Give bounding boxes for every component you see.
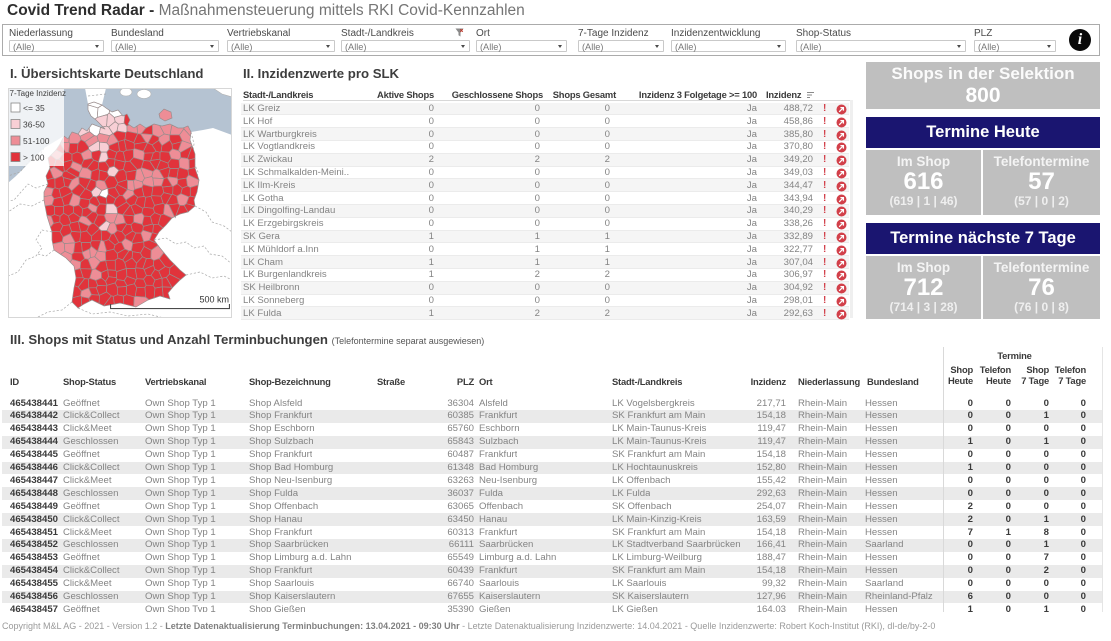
svg-text:<= 35: <= 35 [23, 103, 45, 113]
svg-text:> 100: > 100 [23, 153, 45, 163]
svg-text:7-Tage Inzidenz: 7-Tage Inzidenz [10, 89, 66, 98]
svg-text:500 km: 500 km [199, 295, 229, 305]
svg-text:36-50: 36-50 [23, 120, 45, 130]
svg-text:51-100: 51-100 [23, 136, 50, 146]
